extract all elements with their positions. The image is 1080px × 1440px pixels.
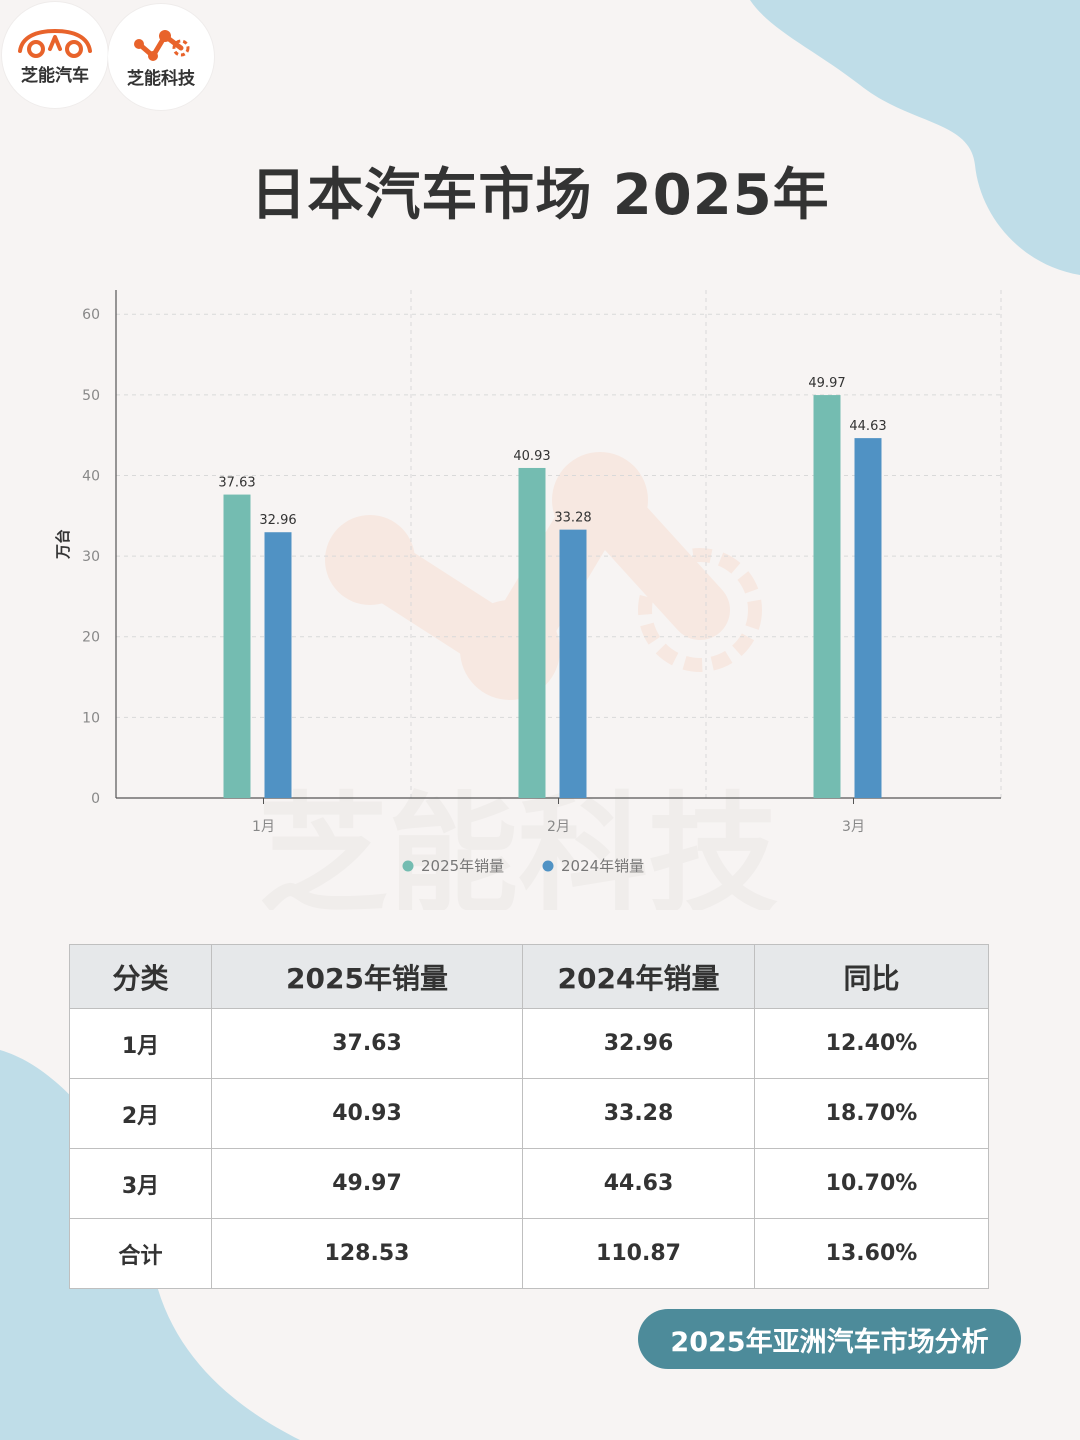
table-cell: 合计 — [69, 1218, 212, 1289]
footer-badge: 2025年亚洲汽车市场分析 — [638, 1309, 1021, 1369]
logo-zhineng-auto: 芝能汽车 — [2, 2, 108, 108]
y-tick-label: 20 — [82, 630, 100, 646]
page-title: 日本汽车市场 2025年 — [250, 163, 830, 228]
data-label: 40.93 — [513, 449, 550, 464]
table-cell: 33.28 — [522, 1078, 755, 1149]
y-tick-label: 40 — [82, 468, 100, 484]
bar-2024 — [854, 438, 882, 798]
data-label: 33.28 — [554, 511, 591, 526]
y-tick-label: 10 — [82, 710, 100, 726]
logo-car-text: 芝能汽车 — [21, 65, 89, 86]
car-logo-icon — [18, 28, 92, 58]
legend-label: 2024年销量 — [561, 857, 644, 875]
table-cell: 2月 — [69, 1078, 212, 1149]
bar-2025 — [518, 467, 546, 798]
table-header-sales-2024: 2024年销量 — [522, 944, 755, 1009]
table-cell: 10.70% — [754, 1148, 989, 1219]
table-cell: 40.93 — [211, 1078, 523, 1149]
bar-2024 — [264, 532, 292, 798]
table-header-yoy: 同比 — [754, 944, 989, 1009]
x-tick-label: 3月 — [842, 819, 865, 835]
table-header-sales-2025: 2025年销量 — [211, 944, 523, 1009]
watermark-text: 芝能科技 — [258, 779, 778, 910]
table-cell: 32.96 — [522, 1008, 755, 1079]
legend: 2025年销量 2024年销量 — [402, 857, 644, 875]
y-tick-label: 50 — [82, 388, 100, 404]
y-tick-label: 0 — [91, 791, 100, 807]
x-tick-label: 1月 — [252, 819, 275, 835]
data-label: 32.96 — [259, 513, 296, 528]
table-cell: 49.97 — [211, 1148, 523, 1219]
table-cell: 3月 — [69, 1148, 212, 1219]
table-cell: 18.70% — [754, 1078, 989, 1149]
table-row-total: 合计 128.53 110.87 13.60% — [69, 1218, 989, 1289]
logo-zhineng-tech: 芝能科技 — [108, 4, 214, 110]
y-tick-label: 30 — [82, 549, 100, 565]
grid-lines — [116, 290, 1002, 798]
y-tick-label: 60 — [82, 307, 100, 323]
table-row: 1月 37.63 32.96 12.40% — [69, 1008, 989, 1079]
molecule-logo-icon — [134, 29, 190, 61]
legend-marker — [402, 860, 414, 872]
table-row: 3月 49.97 44.63 10.70% — [69, 1148, 989, 1219]
bar-2024 — [559, 529, 587, 798]
bars — [223, 395, 882, 798]
bar-chart: 芝能科技 0 10 20 30 40 50 60 万台 1月 2月 3月 37.63 32.96 40.… — [54, 290, 1002, 910]
legend-marker — [542, 860, 554, 872]
table-header-category: 分类 — [69, 944, 212, 1009]
bar-2025 — [813, 395, 841, 798]
x-tick-label: 2月 — [547, 819, 570, 835]
table-cell: 128.53 — [211, 1218, 523, 1289]
y-axis-title: 万台 — [54, 529, 72, 560]
table-cell: 12.40% — [754, 1008, 989, 1079]
data-label: 49.97 — [808, 376, 845, 391]
sales-table: 分类 2025年销量 2024年销量 同比 1月 37.63 32.96 12.… — [69, 944, 989, 1289]
background-blob-top-right — [750, 0, 1080, 275]
table-cell: 110.87 — [522, 1218, 755, 1289]
table-header-row: 分类 2025年销量 2024年销量 同比 — [69, 944, 989, 1009]
data-label: 37.63 — [218, 476, 255, 491]
bar-2025 — [223, 494, 251, 798]
legend-label: 2025年销量 — [421, 857, 504, 875]
table-cell: 37.63 — [211, 1008, 523, 1079]
data-label: 44.63 — [849, 419, 886, 434]
table-cell: 1月 — [69, 1008, 212, 1079]
table-cell: 13.60% — [754, 1218, 989, 1289]
axes: 0 10 20 30 40 50 60 万台 1月 2月 3月 — [54, 290, 1001, 835]
table-row: 2月 40.93 33.28 18.70% — [69, 1078, 989, 1149]
table-cell: 44.63 — [522, 1148, 755, 1219]
data-labels: 37.63 32.96 40.93 33.28 49.97 44.63 — [218, 376, 886, 528]
logo-tech-text: 芝能科技 — [127, 68, 195, 89]
